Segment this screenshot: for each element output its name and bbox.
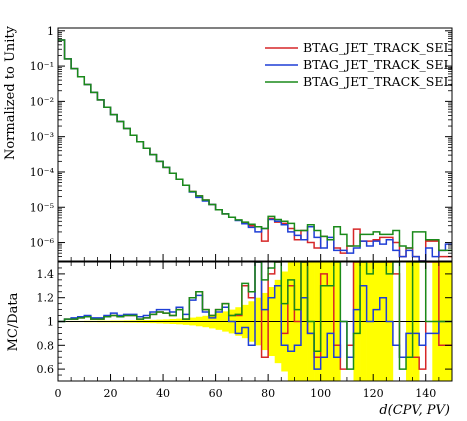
main-y-tick-label: 10⁻¹	[30, 60, 54, 73]
main-plot-area	[58, 39, 452, 261]
x-axis: 0 20 40 60 80 100 120 140	[55, 254, 453, 400]
legend: BTAG_JET_TRACK_SEL BTAG_JET_TRACK_SEL BTAG…	[265, 40, 452, 89]
x-tick-label: 60	[209, 387, 223, 400]
ratio-y-tick-label: 1.4	[37, 268, 55, 281]
main-panel: 1 10⁻¹ 10⁻² 10⁻³ 10⁻⁴ 10⁻⁵ 10⁻⁶ Normalized to …	[3, 25, 453, 262]
ratio-plot-area	[58, 262, 452, 381]
ratio-y-axis-label: MC/Data	[6, 292, 21, 351]
x-tick-label: 120	[363, 387, 384, 400]
ratio-plot-frame	[57, 261, 453, 382]
main-y-tick-label: 10⁻³	[30, 131, 54, 144]
ratio-panel: 0.6 0.8 1 1.2 1.4 0 20 40 60 80 100 120 140 MC/Data…	[6, 254, 453, 418]
x-tick-label: 20	[104, 387, 118, 400]
main-y-tick-label: 10⁻²	[30, 95, 54, 108]
x-tick-label: 100	[310, 387, 331, 400]
ratio-y-tick-label: 1	[47, 316, 54, 329]
legend-entry-label: BTAG_JET_TRACK_SEL	[303, 57, 452, 72]
legend-entry-label: BTAG_JET_TRACK_SEL	[303, 40, 452, 55]
main-y-tick-label: 1	[47, 25, 54, 38]
ratio-y-tick-label: 0.6	[37, 363, 55, 376]
x-axis-label: d(CPV, PV)	[379, 403, 450, 418]
x-tick-label: 0	[55, 387, 62, 400]
main-y-tick-label: 10⁻⁴	[30, 166, 55, 179]
legend-entry-label: BTAG_JET_TRACK_SEL	[303, 74, 452, 89]
x-tick-label: 40	[156, 387, 170, 400]
ratio-y-tick-label: 1.2	[37, 292, 55, 305]
ratio-y-axis: 0.6 0.8 1 1.2 1.4	[37, 267, 452, 376]
main-y-axis-label: Normalized to Unity	[3, 25, 18, 160]
main-y-axis: 1 10⁻¹ 10⁻² 10⁻³ 10⁻⁴ 10⁻⁵ 10⁻⁶	[30, 25, 452, 262]
ratio-y-tick-label: 0.8	[37, 339, 55, 352]
main-y-tick-label: 10⁻⁵	[30, 201, 54, 214]
ratio-series-line-2	[58, 262, 452, 370]
main-y-tick-label: 10⁻⁶	[30, 237, 55, 250]
main-series-line-3	[58, 39, 452, 252]
x-tick-label: 80	[261, 387, 275, 400]
x-tick-label: 140	[415, 387, 436, 400]
